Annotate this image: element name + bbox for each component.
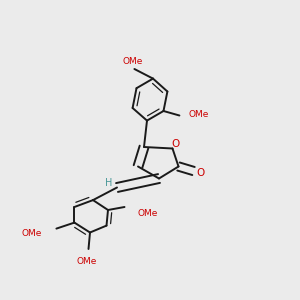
Text: OMe: OMe — [21, 230, 41, 238]
Text: O: O — [196, 167, 204, 178]
Text: OMe: OMe — [137, 208, 158, 217]
Text: O: O — [171, 139, 180, 149]
Text: OMe: OMe — [77, 257, 97, 266]
Text: H: H — [105, 178, 112, 188]
Text: OMe: OMe — [123, 57, 143, 66]
Text: OMe: OMe — [188, 110, 209, 119]
